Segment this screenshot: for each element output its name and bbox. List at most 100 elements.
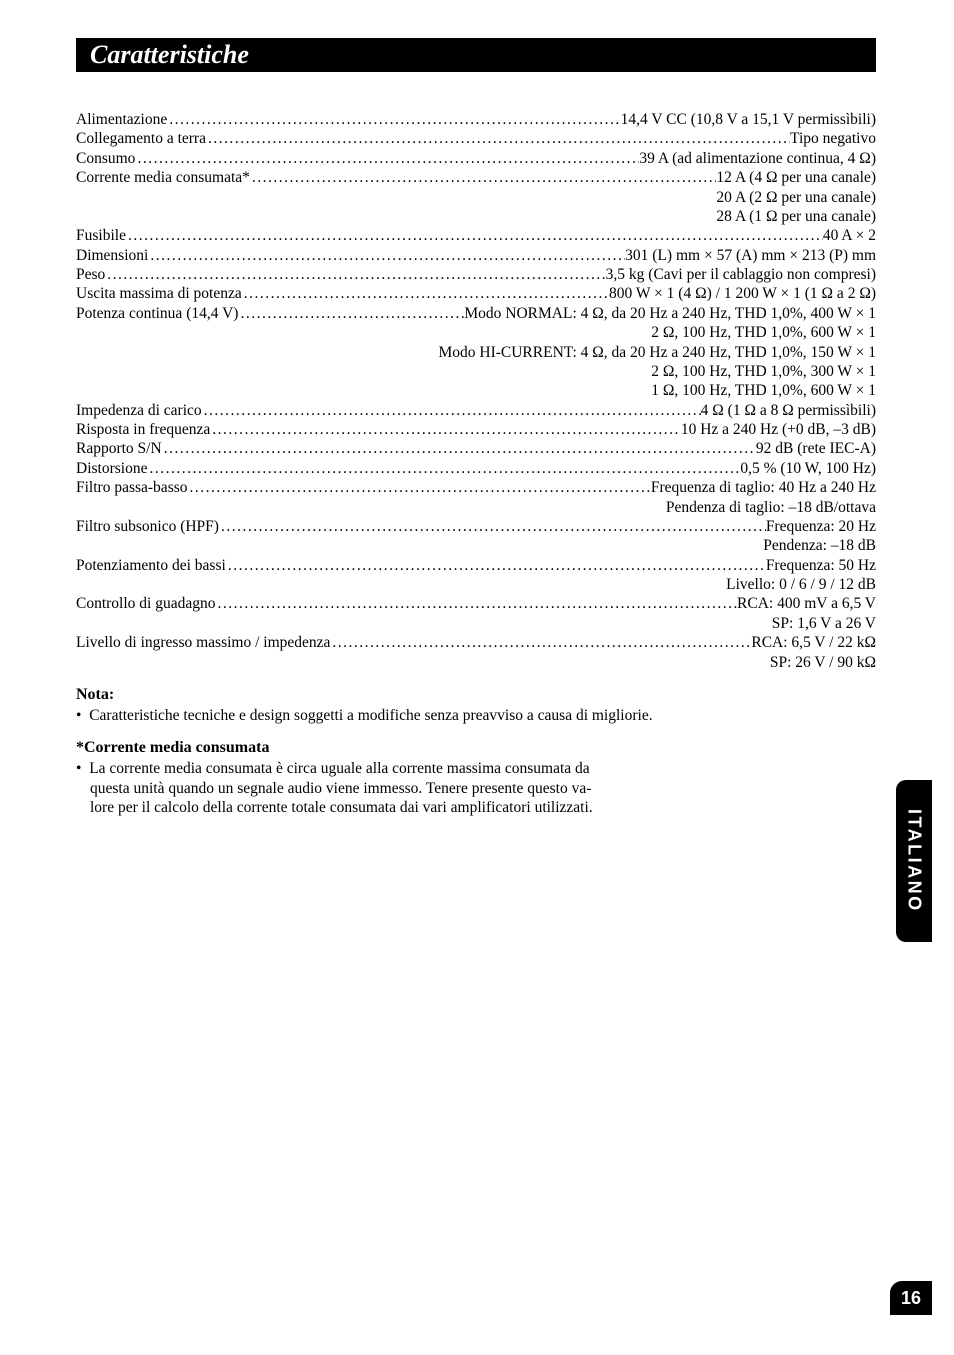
corrente-block: *Corrente media consumata • La corrente … xyxy=(76,739,876,817)
spec-label: Livello di ingresso massimo / impedenza xyxy=(76,633,330,652)
spec-label: Potenza continua (14,4 V) xyxy=(76,304,238,323)
spec-value-continuation: Pendenza di taglio: –18 dB/ottava xyxy=(76,498,876,517)
spec-row: Collegamento a terra ...................… xyxy=(76,129,876,148)
language-tab: ITALIANO xyxy=(896,780,932,942)
spec-row: Filtro subsonico (HPF) .................… xyxy=(76,517,876,536)
spec-value-continuation: Livello: 0 / 6 / 9 / 12 dB xyxy=(76,575,876,594)
corrente-bullet: • La corrente media consumata è circa ug… xyxy=(76,759,876,778)
spec-value: Frequenza di taglio: 40 Hz a 240 Hz xyxy=(651,478,876,497)
nota-text: Caratteristiche tecniche e design sogget… xyxy=(89,707,652,724)
spec-label: Fusibile xyxy=(76,226,126,245)
spec-value: Modo NORMAL: 4 Ω, da 20 Hz a 240 Hz, THD… xyxy=(464,304,876,323)
spec-value: 40 A × 2 xyxy=(823,226,876,245)
spec-row: Alimentazione ..........................… xyxy=(76,110,876,129)
spec-label: Consumo xyxy=(76,149,135,168)
nota-heading: Nota: xyxy=(76,686,876,704)
nota-block: Nota: • Caratteristiche tecniche e desig… xyxy=(76,686,876,725)
spec-value-continuation: Modo HI-CURRENT: 4 Ω, da 20 Hz a 240 Hz,… xyxy=(76,343,876,362)
spec-row: Corrente media consumata* ..............… xyxy=(76,168,876,187)
spec-value: 301 (L) mm × 57 (A) mm × 213 (P) mm xyxy=(625,246,876,265)
spec-value-continuation: SP: 1,6 V a 26 V xyxy=(76,614,876,633)
spec-label: Alimentazione xyxy=(76,110,167,129)
spec-leader-dots: ........................................… xyxy=(242,284,609,303)
page-number-box: 16 xyxy=(890,1281,932,1315)
spec-value: 92 dB (rete IEC-A) xyxy=(756,439,876,458)
spec-leader-dots: ........................................… xyxy=(330,633,751,652)
spec-row: Risposta in frequenza ..................… xyxy=(76,420,876,439)
spec-leader-dots: ........................................… xyxy=(126,226,823,245)
spec-value-continuation: 2 Ω, 100 Hz, THD 1,0%, 600 W × 1 xyxy=(76,323,876,342)
spec-row: Filtro passa-basso .....................… xyxy=(76,478,876,497)
spec-value-continuation: SP: 26 V / 90 kΩ xyxy=(76,653,876,672)
spec-label: Controllo di guadagno xyxy=(76,594,216,613)
spec-row: Impedenza di carico ....................… xyxy=(76,401,876,420)
spec-value: Tipo negativo xyxy=(790,129,876,148)
corrente-l1: La corrente media consumata è circa ugua… xyxy=(89,760,590,777)
spec-label: Risposta in frequenza xyxy=(76,420,210,439)
spec-value: 800 W × 1 (4 Ω) / 1 200 W × 1 (1 Ω a 2 Ω… xyxy=(609,284,876,303)
spec-leader-dots: ........................................… xyxy=(147,459,740,478)
spec-leader-dots: ........................................… xyxy=(238,304,464,323)
spec-value: 12 A (4 Ω per una canale) xyxy=(716,168,876,187)
spec-leader-dots: ........................................… xyxy=(210,420,681,439)
spec-row: Fusibile ...............................… xyxy=(76,226,876,245)
spec-value: 3,5 kg (Cavi per il cablaggio non compre… xyxy=(606,265,876,284)
spec-leader-dots: ........................................… xyxy=(105,265,605,284)
spec-label: Distorsione xyxy=(76,459,147,478)
spec-value: 0,5 % (10 W, 100 Hz) xyxy=(740,459,876,478)
spec-label: Dimensioni xyxy=(76,246,148,265)
spec-label: Filtro passa-basso xyxy=(76,478,188,497)
spec-value: 39 A (ad alimentazione continua, 4 Ω) xyxy=(639,149,876,168)
spec-label: Collegamento a terra xyxy=(76,129,206,148)
spec-row: Distorsione ............................… xyxy=(76,459,876,478)
spec-label: Peso xyxy=(76,265,105,284)
content-area: Alimentazione ..........................… xyxy=(76,110,876,817)
corrente-l3: lore per il calcolo della corrente total… xyxy=(76,798,876,817)
spec-row: Uscita massima di potenza ..............… xyxy=(76,284,876,303)
spec-leader-dots: ........................................… xyxy=(219,517,766,536)
language-tab-text: ITALIANO xyxy=(904,809,925,913)
spec-value-continuation: 20 A (2 Ω per una canale) xyxy=(76,188,876,207)
spec-label: Rapporto S/N xyxy=(76,439,162,458)
nota-bullet: • Caratteristiche tecniche e design sogg… xyxy=(76,706,876,725)
spec-row: Controllo di guadagno ..................… xyxy=(76,594,876,613)
spec-value: RCA: 400 mV a 6,5 V xyxy=(737,594,876,613)
spec-list: Alimentazione ..........................… xyxy=(76,110,876,672)
spec-leader-dots: ........................................… xyxy=(162,439,756,458)
spec-label: Potenziamento dei bassi xyxy=(76,556,226,575)
spec-value: 4 Ω (1 Ω a 8 Ω permissìbili) xyxy=(701,401,876,420)
spec-row: Dimensioni .............................… xyxy=(76,246,876,265)
spec-leader-dots: ........................................… xyxy=(167,110,620,129)
spec-leader-dots: ........................................… xyxy=(135,149,639,168)
spec-value: Frequenza: 20 Hz xyxy=(766,517,876,536)
spec-leader-dots: ........................................… xyxy=(188,478,651,497)
corrente-l2: questa unità quando un segnale audio vie… xyxy=(76,779,876,798)
spec-leader-dots: ........................................… xyxy=(216,594,738,613)
section-header: Caratteristiche xyxy=(76,38,876,72)
spec-leader-dots: ........................................… xyxy=(202,401,701,420)
spec-label: Corrente media consumata* xyxy=(76,168,250,187)
spec-value-continuation: 2 Ω, 100 Hz, THD 1,0%, 300 W × 1 xyxy=(76,362,876,381)
section-title: Caratteristiche xyxy=(90,40,249,70)
spec-value: RCA: 6,5 V / 22 kΩ xyxy=(751,633,876,652)
spec-value: 10 Hz a 240 Hz (+0 dB, –3 dB) xyxy=(681,420,876,439)
spec-row: Rapporto S/N ...........................… xyxy=(76,439,876,458)
spec-label: Impedenza di carico xyxy=(76,401,202,420)
spec-row: Potenziamento dei bassi ................… xyxy=(76,556,876,575)
spec-label: Uscita massima di potenza xyxy=(76,284,242,303)
spec-leader-dots: ........................................… xyxy=(250,168,717,187)
spec-row: Potenza continua (14,4 V) ..............… xyxy=(76,304,876,323)
spec-value-continuation: 1 Ω, 100 Hz, THD 1,0%, 600 W × 1 xyxy=(76,381,876,400)
corrente-heading: *Corrente media consumata xyxy=(76,739,876,757)
spec-value-continuation: Pendenza: –18 dB xyxy=(76,536,876,555)
spec-row: Livello di ingresso massimo / impedenza … xyxy=(76,633,876,652)
spec-row: Consumo ................................… xyxy=(76,149,876,168)
spec-value: Frequenza: 50 Hz xyxy=(766,556,876,575)
spec-value: 14,4 V CC (10,8 V a 15,1 V permissìbili) xyxy=(621,110,876,129)
spec-row: Peso ...................................… xyxy=(76,265,876,284)
page-number: 16 xyxy=(901,1288,921,1309)
spec-leader-dots: ........................................… xyxy=(206,129,790,148)
spec-leader-dots: ........................................… xyxy=(226,556,766,575)
spec-value-continuation: 28 A (1 Ω per una canale) xyxy=(76,207,876,226)
spec-label: Filtro subsonico (HPF) xyxy=(76,517,219,536)
